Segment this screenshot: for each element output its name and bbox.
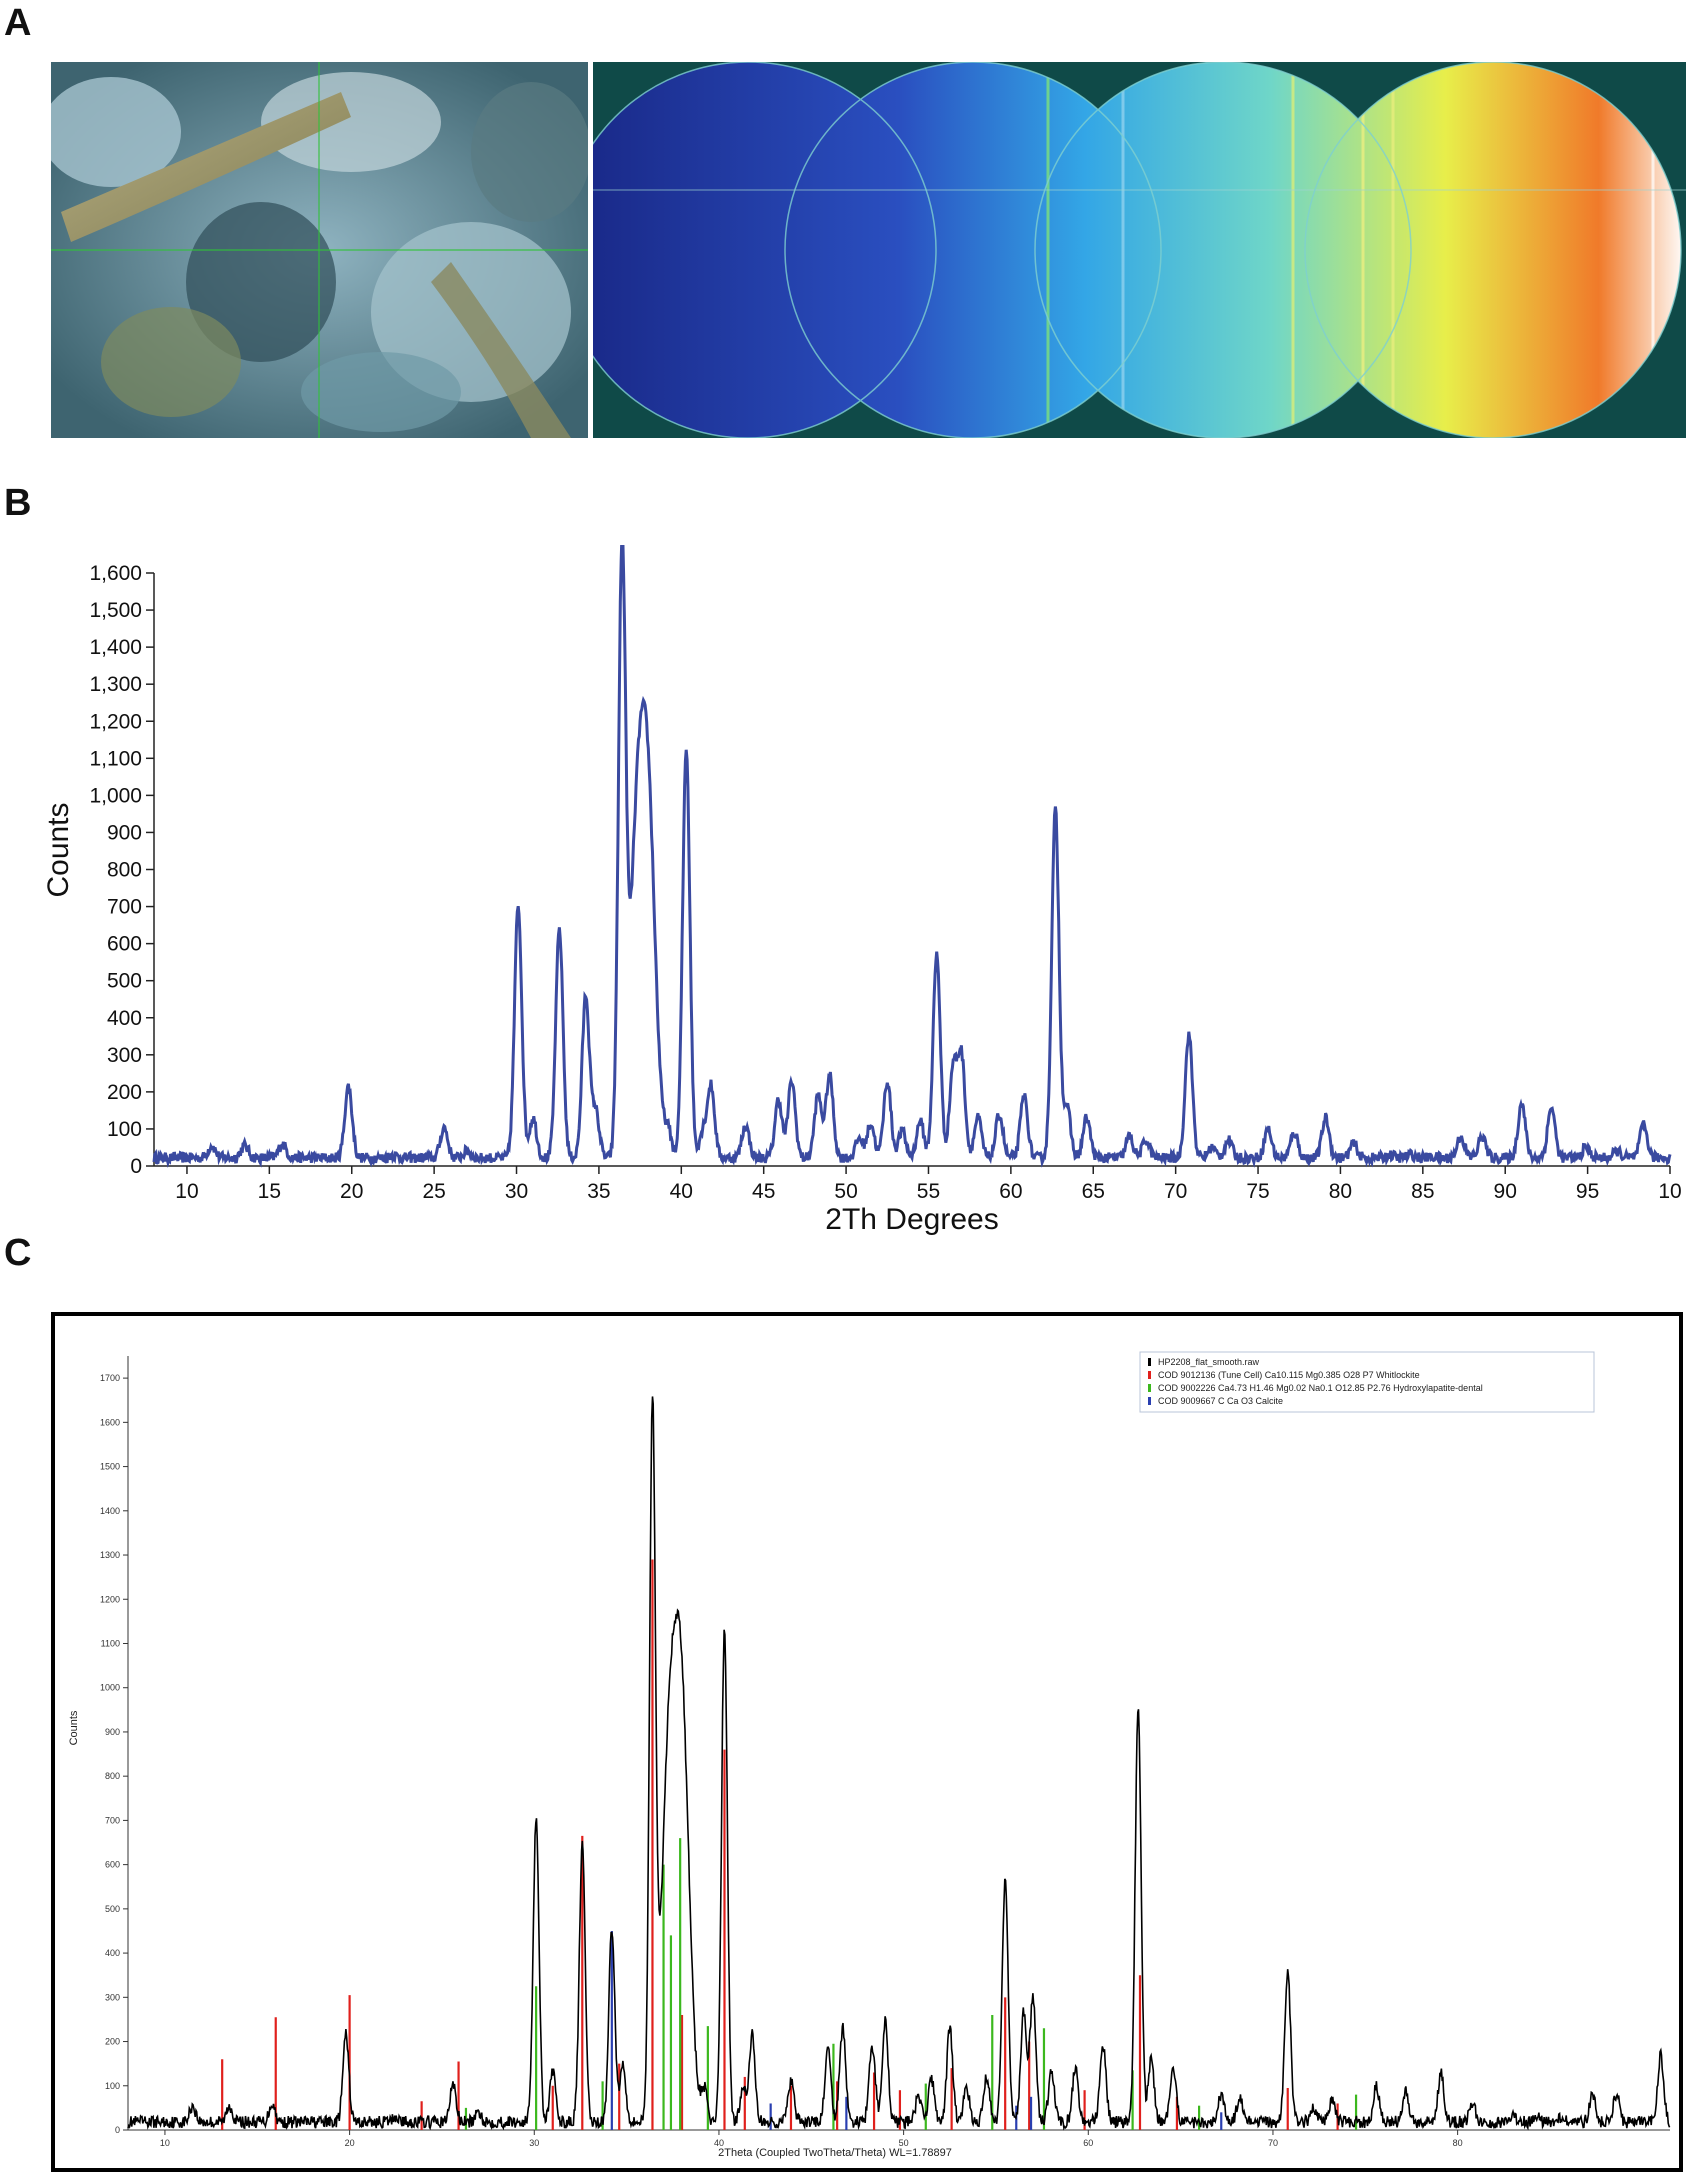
x-axis-label: 2Theta (Coupled TwoTheta/Theta) WL=1.788… — [718, 2147, 952, 2159]
y-tick-label: 600 — [107, 933, 142, 956]
x-tick-label: 50 — [834, 1180, 857, 1203]
x-tick-label: 90 — [1494, 1180, 1517, 1203]
x-tick-label: 80 — [1329, 1180, 1352, 1203]
y-tick-label: 1100 — [101, 1638, 120, 1648]
x-tick-label: 70 — [1164, 1180, 1187, 1203]
y-axis-label: Counts — [42, 802, 75, 897]
y-tick-label: 1300 — [100, 1550, 120, 1560]
legend-swatch — [1148, 1397, 1151, 1405]
y-tick-label: 1,400 — [89, 636, 142, 659]
y-tick-label: 1600 — [100, 1417, 120, 1427]
x-tick-label: 50 — [899, 2138, 909, 2148]
legend-swatch — [1148, 1358, 1151, 1366]
x-tick-label: 10 — [175, 1180, 198, 1203]
x-tick-label: 75 — [1246, 1180, 1269, 1203]
y-tick-label: 900 — [107, 821, 142, 844]
y-tick-label: 500 — [105, 1904, 120, 1914]
diffraction-2d-image — [593, 62, 1686, 438]
x-tick-label: 30 — [505, 1180, 528, 1203]
y-tick-label: 100 — [105, 2081, 120, 2091]
series-line-measured — [127, 1396, 1671, 2131]
x-tick-label: 20 — [345, 2138, 355, 2148]
x-tick-label: 55 — [917, 1180, 940, 1203]
legend-swatch — [1148, 1384, 1151, 1392]
y-tick-label: 400 — [105, 1948, 120, 1958]
y-tick-label: 1400 — [100, 1506, 120, 1516]
x-tick-label: 95 — [1576, 1180, 1599, 1203]
y-tick-label: 1500 — [100, 1462, 120, 1472]
panel-c-frame — [51, 1312, 1683, 2172]
y-tick-label: 1700 — [100, 1373, 120, 1383]
y-tick-label: 1,200 — [89, 710, 142, 733]
legend-entry: HP2208_flat_smooth.raw — [1158, 1357, 1260, 1367]
y-tick-label: 1200 — [100, 1594, 120, 1604]
y-tick-label: 0 — [115, 2125, 120, 2135]
y-tick-label: 0 — [130, 1155, 142, 1178]
x-tick-label: 80 — [1453, 2138, 1463, 2148]
legend-entry: COD 9002226 Ca4.73 H1.46 Mg0.02 Na0.1 O1… — [1158, 1383, 1483, 1393]
microscope-photo — [51, 62, 588, 438]
y-tick-label: 600 — [105, 1860, 120, 1870]
y-tick-label: 1,100 — [89, 747, 142, 770]
legend-entry: COD 9012136 (Tune Cell) Ca10.115 Mg0.385… — [1158, 1370, 1420, 1380]
y-tick-label: 400 — [107, 1007, 142, 1030]
x-axis-label: 2Th Degrees — [825, 1203, 998, 1236]
y-tick-label: 500 — [107, 970, 142, 993]
x-tick-label: 60 — [999, 1180, 1022, 1203]
x-tick-label: 45 — [752, 1180, 775, 1203]
y-tick-label: 100 — [107, 1118, 142, 1141]
x-tick-label: 85 — [1411, 1180, 1434, 1203]
y-tick-label: 700 — [105, 1815, 120, 1825]
x-tick-label: 10 — [160, 2138, 170, 2148]
panel-label-c: C — [4, 1232, 32, 1274]
legend-swatch — [1148, 1371, 1151, 1379]
chart-panel-b: 0 100 200 300 400 500 600 700 800 900 1,000 1,100 1,… — [42, 545, 1682, 1236]
y-tick-label: 300 — [105, 1992, 120, 2002]
x-tick-label: 35 — [587, 1180, 610, 1203]
y-axis-label: Counts — [68, 1710, 80, 1745]
y-tick-label: 700 — [107, 896, 142, 919]
y-tick-label: 1000 — [100, 1683, 120, 1693]
y-tick-label: 200 — [105, 2037, 120, 2047]
series-line-counts — [152, 545, 1672, 1169]
x-tick-label: 40 — [714, 2138, 724, 2148]
x-tick-label: 10 — [1658, 1180, 1681, 1203]
panel-label-a: A — [4, 2, 32, 44]
x-tick-label: 70 — [1268, 2138, 1278, 2148]
y-tick-label: 800 — [105, 1771, 120, 1781]
x-tick-label: 60 — [1083, 2138, 1093, 2148]
y-tick-label: 1,500 — [89, 599, 142, 622]
chart-panel-c: 0 100 200 300 400 500 600 700 800 900 1000 1100 1200… — [68, 1351, 1671, 2159]
x-tick-label: 25 — [422, 1180, 445, 1203]
y-tick-label: 200 — [107, 1081, 142, 1104]
legend: HP2208_flat_smooth.raw COD 9012136 (Tune … — [1139, 1351, 1595, 1413]
x-tick-label: 20 — [340, 1180, 363, 1203]
y-tick-label: 1,600 — [89, 562, 142, 585]
y-tick-label: 300 — [107, 1044, 142, 1067]
y-tick-label: 1,300 — [89, 673, 142, 696]
y-tick-label: 800 — [107, 859, 142, 882]
x-tick-label: 30 — [529, 2138, 539, 2148]
x-tick-label: 65 — [1082, 1180, 1105, 1203]
legend-entry: COD 9009667 C Ca O3 Calcite — [1158, 1396, 1283, 1406]
panel-label-b: B — [4, 482, 32, 524]
x-tick-label: 40 — [670, 1180, 693, 1203]
y-tick-label: 900 — [105, 1727, 120, 1737]
x-tick-label: 15 — [258, 1180, 281, 1203]
y-tick-label: 1,000 — [89, 784, 142, 807]
